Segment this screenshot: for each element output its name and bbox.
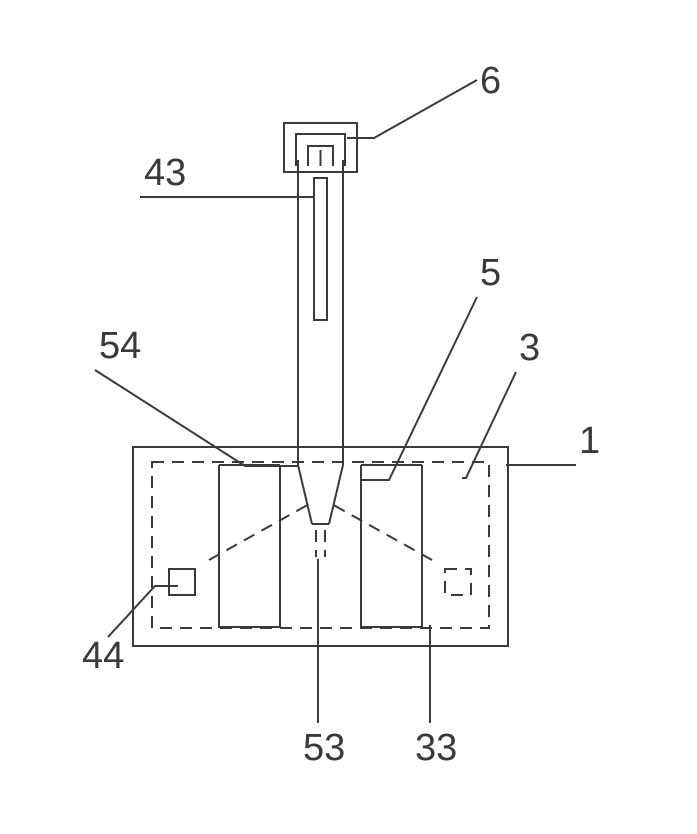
callout-label-3: 3 (519, 327, 540, 369)
callout-label-44: 44 (82, 635, 124, 677)
callout-label-5: 5 (480, 252, 501, 294)
callout-label-33: 33 (415, 727, 457, 769)
callout-label-43: 43 (144, 152, 186, 194)
callout-label-6: 6 (480, 60, 501, 102)
callout-label-53: 53 (303, 727, 345, 769)
callout-label-1: 1 (579, 420, 600, 462)
callout-label-54: 54 (99, 325, 141, 367)
